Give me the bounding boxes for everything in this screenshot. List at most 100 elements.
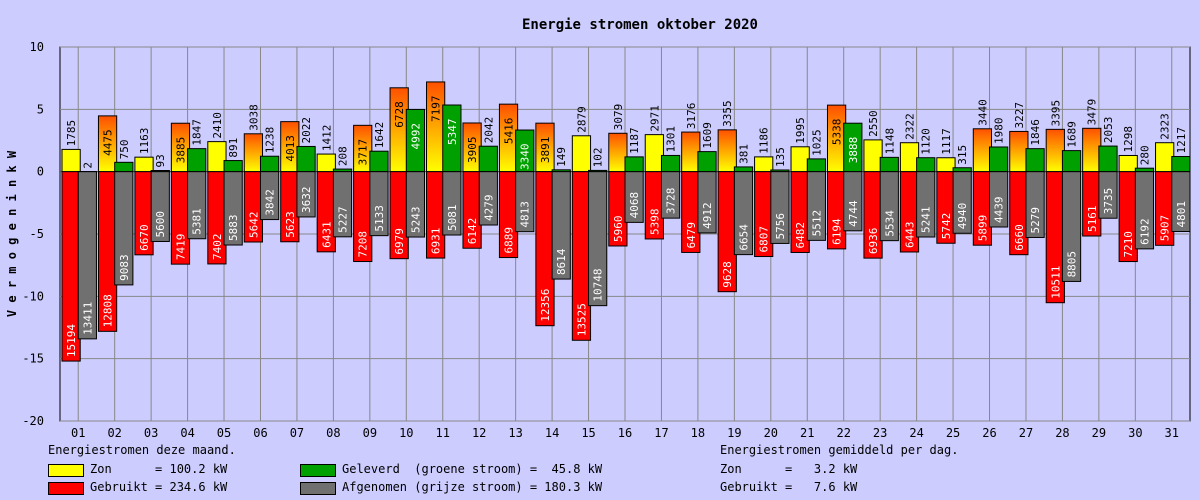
bar-zon xyxy=(790,146,810,173)
label-afgenomen: 5279 xyxy=(1029,207,1042,234)
label-gebruikt: 5907 xyxy=(1159,215,1172,242)
bar-zon xyxy=(1155,142,1175,173)
label-gebruikt: 6889 xyxy=(503,227,516,254)
bar-afgenomen xyxy=(1098,171,1118,219)
label-zon: 1785 xyxy=(65,120,78,147)
bar-zon xyxy=(1009,130,1029,173)
label-geleverd: 2053 xyxy=(1102,117,1115,144)
x-tick-label: 30 xyxy=(1128,426,1142,440)
label-geleverd: 3340 xyxy=(519,144,532,171)
label-gebruikt: 6431 xyxy=(320,221,333,248)
label-gebruikt: 12808 xyxy=(102,294,115,327)
label-gebruikt: 7419 xyxy=(174,234,187,261)
legend-month-title: Energiestromen deze maand. xyxy=(48,443,236,457)
label-gebruikt: 6443 xyxy=(904,221,917,248)
label-afgenomen: 3842 xyxy=(264,189,277,216)
label-geleverd: 1846 xyxy=(1029,119,1042,146)
x-tick-label: 25 xyxy=(946,426,960,440)
label-zon: 3905 xyxy=(466,136,479,163)
bar-geleverd xyxy=(733,166,754,173)
bar-geleverd xyxy=(952,167,972,173)
bar-zon xyxy=(899,142,920,173)
x-tick-label: 16 xyxy=(618,426,632,440)
label-zon: 2550 xyxy=(867,110,880,137)
label-geleverd: 93 xyxy=(154,154,167,167)
bar-zon xyxy=(608,132,628,173)
bar-zon xyxy=(754,156,774,173)
x-tick-label: 19 xyxy=(727,426,741,440)
label-afgenomen: 5227 xyxy=(337,206,350,233)
chart-canvas: 10 5 0 -5 -10 -15 -20 Energie stromen oktober 2… xyxy=(5,17,1191,440)
label-zon: 2879 xyxy=(575,106,588,133)
y-tick-label: 10 xyxy=(30,40,44,54)
bar-afgenomen xyxy=(442,171,462,236)
bar-afgenomen xyxy=(478,171,498,226)
label-zon: 1186 xyxy=(758,127,771,154)
legend-daily-title: Energiestromen gemiddeld per dag. xyxy=(720,443,959,457)
label-afgenomen: 6192 xyxy=(1138,218,1151,245)
label-afgenomen: 4068 xyxy=(628,192,641,219)
label-geleverd: 1847 xyxy=(191,119,204,146)
bar-geleverd xyxy=(916,157,936,173)
bar-afgenomen xyxy=(806,171,826,241)
label-afgenomen: 3735 xyxy=(1102,188,1115,215)
x-tick-label: 11 xyxy=(436,426,450,440)
label-zon: 1117 xyxy=(940,128,953,155)
x-tick-label: 28 xyxy=(1055,426,1069,440)
bar-afgenomen xyxy=(660,171,681,219)
bar-geleverd xyxy=(879,156,899,173)
legend-item-gebruikt: Gebruikt = 234.6 kW xyxy=(90,480,228,494)
label-zon: 7197 xyxy=(430,95,443,122)
label-zon: 1995 xyxy=(794,117,807,144)
bar-zon xyxy=(1045,128,1065,173)
label-zon: 3079 xyxy=(612,104,625,131)
legend-swatch-gebruikt xyxy=(48,482,84,495)
label-geleverd: 2 xyxy=(81,162,94,169)
label-geleverd: 1609 xyxy=(701,122,714,149)
bar-afgenomen xyxy=(1025,171,1045,238)
bar-geleverd xyxy=(478,145,498,173)
label-zon: 3355 xyxy=(721,100,734,127)
bar-zon xyxy=(717,129,737,173)
x-tick-label: 09 xyxy=(363,426,377,440)
label-zon: 4013 xyxy=(284,135,297,162)
y-tick-label: -5 xyxy=(30,227,44,241)
label-afgenomen: 5241 xyxy=(920,207,933,234)
label-geleverd: 1238 xyxy=(264,127,277,154)
x-tick-label: 27 xyxy=(1019,426,1033,440)
x-tick-label: 21 xyxy=(800,426,814,440)
label-gebruikt: 5161 xyxy=(1086,206,1099,233)
bar-afgenomen xyxy=(843,171,863,232)
label-geleverd: 1301 xyxy=(665,126,678,153)
label-afgenomen: 9083 xyxy=(118,254,131,281)
label-zon: 4475 xyxy=(102,129,115,156)
label-geleverd: 5347 xyxy=(446,119,459,146)
label-gebruikt: 15194 xyxy=(65,324,78,357)
bar-zon xyxy=(644,134,664,173)
label-afgenomen: 5883 xyxy=(227,215,240,241)
x-tick-label: 14 xyxy=(545,426,559,440)
label-gebruikt: 9628 xyxy=(721,261,734,288)
legend-swatch-geleverd xyxy=(300,464,336,477)
bar-afgenomen xyxy=(405,171,426,238)
bar-zon xyxy=(1082,127,1102,173)
bar-afgenomen xyxy=(223,171,243,246)
bar-afgenomen xyxy=(733,171,754,256)
label-afgenomen: 3632 xyxy=(300,186,313,213)
label-geleverd: 135 xyxy=(774,147,787,167)
label-geleverd: 2042 xyxy=(482,117,495,144)
label-afgenomen: 6654 xyxy=(737,224,750,251)
bar-geleverd xyxy=(697,151,717,173)
label-zon: 3885 xyxy=(174,137,187,164)
label-geleverd: 891 xyxy=(227,138,240,158)
y-tick-label: 5 xyxy=(37,102,44,116)
bar-geleverd xyxy=(114,161,134,173)
label-geleverd: 2022 xyxy=(300,117,313,144)
x-tick-label: 05 xyxy=(217,426,231,440)
label-geleverd: 102 xyxy=(592,148,605,168)
bar-zon xyxy=(863,139,883,173)
label-gebruikt: 6979 xyxy=(393,228,406,255)
bar-geleverd xyxy=(259,155,280,173)
bar-afgenomen xyxy=(1134,171,1155,250)
label-afgenomen: 5534 xyxy=(883,210,896,237)
